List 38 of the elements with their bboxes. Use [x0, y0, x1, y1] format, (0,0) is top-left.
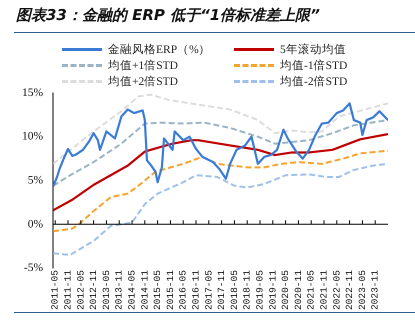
x-tick-label: 2021-05 — [306, 270, 317, 310]
x-tick-label: 2016-11 — [190, 270, 202, 310]
legend-label: 均值-1倍STD — [280, 58, 348, 73]
y-tick-label: 5% — [28, 174, 44, 187]
x-tick-label: 2018-05 — [228, 270, 240, 310]
x-tick-label: 2013-11 — [114, 270, 125, 310]
legend-label: 5年滚动均值 — [280, 42, 346, 57]
x-tick-label: 2017-11 — [216, 270, 228, 310]
legend-label: 均值+1倍STD — [108, 58, 178, 73]
x-tick-label: 2018-11 — [242, 270, 253, 310]
x-tick-label: 2012-05 — [75, 270, 86, 310]
legend-label: 均值-2倍STD — [280, 74, 348, 89]
y-tick-label: 0% — [28, 218, 44, 230]
y-tick-label: 15% — [22, 86, 44, 99]
y-tick-label: -5% — [24, 262, 44, 274]
x-tick-label: 2019-11 — [267, 270, 278, 310]
chart-title: 图表33：金融的 ERP 低于“1倍标准差上限” — [16, 6, 320, 25]
x-tick-label: 2020-05 — [280, 270, 292, 310]
x-tick-label: 2019-05 — [254, 270, 266, 310]
x-tick-label: 2014-11 — [139, 270, 150, 310]
x-tick-label: 2023-05 — [356, 270, 368, 310]
legend-label: 均值+2倍STD — [108, 74, 178, 89]
x-tick-label: 2013-05 — [100, 270, 112, 310]
x-tick-label: 2015-11 — [164, 270, 176, 310]
x-tick-label: 2014-05 — [126, 270, 138, 310]
x-tick-label: 2012-11 — [88, 270, 100, 310]
x-tick-label: 2017-05 — [203, 270, 214, 310]
x-tick-label: 2023-11 — [370, 270, 381, 310]
x-tick-label: 2011-11 — [62, 270, 74, 310]
x-tick-label: 2016-05 — [178, 270, 189, 310]
x-tick-label: 2020-11 — [292, 270, 304, 310]
x-tick-label: 2015-05 — [152, 270, 164, 310]
x-tick-label: 2022-05 — [331, 270, 342, 310]
x-tick-label: 2021-11 — [318, 270, 330, 310]
x-tick-label: 2022-11 — [344, 270, 356, 310]
legend-label: 金融风格ERP（%） — [108, 42, 211, 57]
y-tick-label: 10% — [22, 130, 44, 143]
x-tick-label: 2011-05 — [50, 270, 61, 310]
